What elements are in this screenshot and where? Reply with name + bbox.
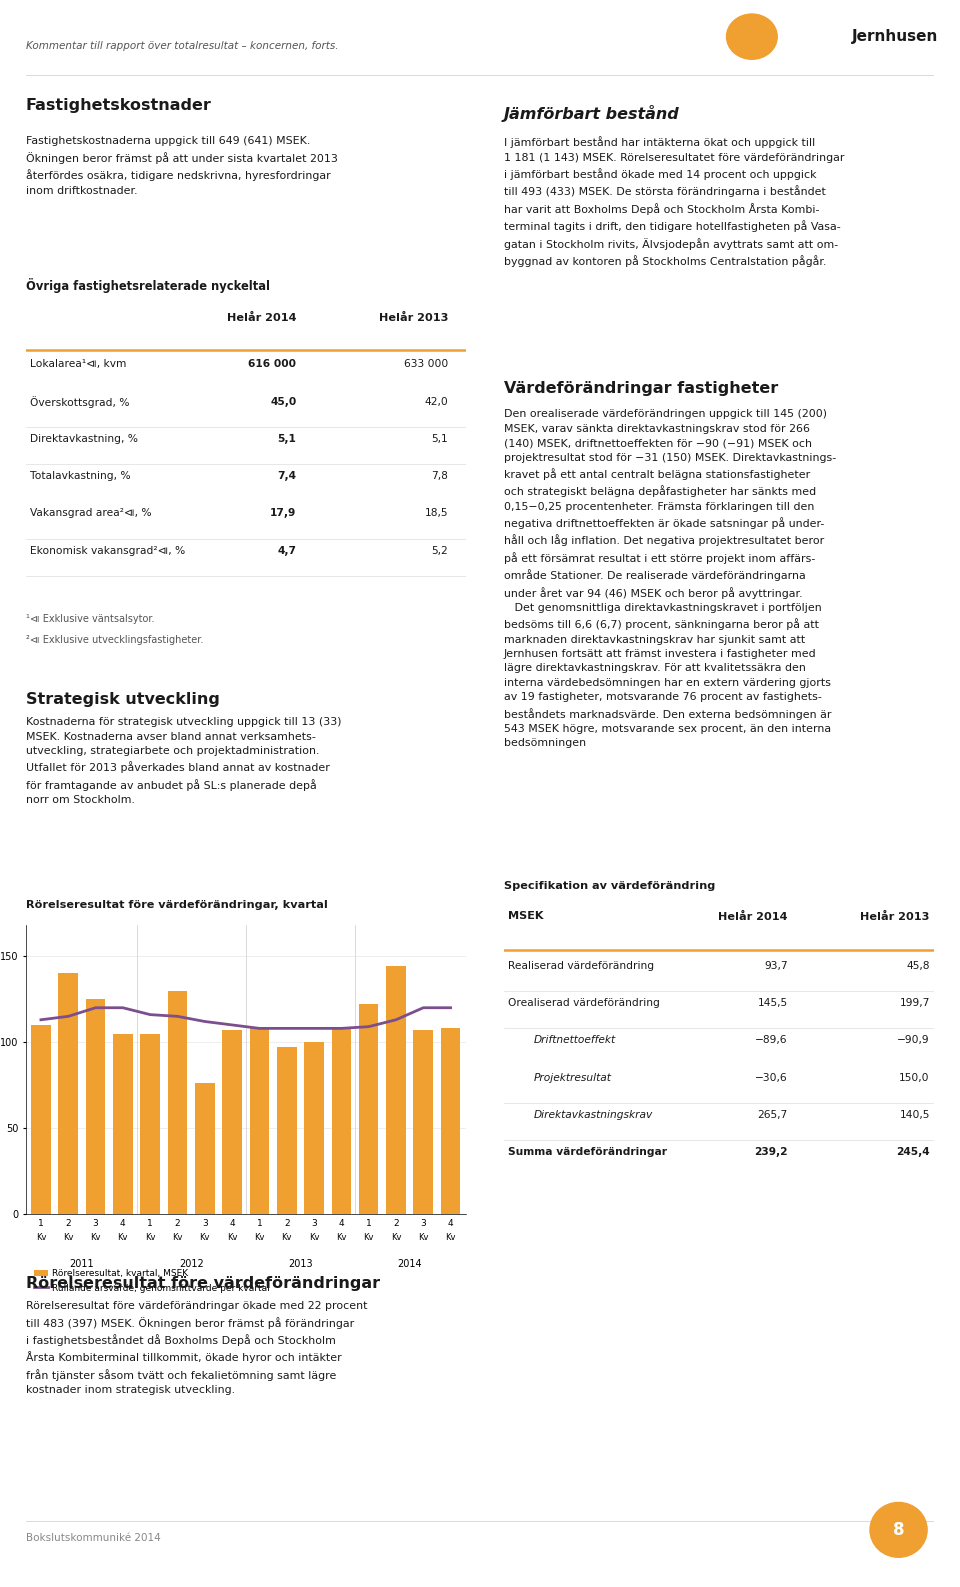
- Text: 7,8: 7,8: [431, 471, 448, 481]
- Text: Övriga fastighetsrelaterade nyckeltal: Övriga fastighetsrelaterade nyckeltal: [26, 278, 270, 292]
- Text: 45,8: 45,8: [906, 960, 930, 971]
- Text: Vakansgrad area²⧏, %: Vakansgrad area²⧏, %: [31, 508, 152, 519]
- Text: Direktavkastningskrav: Direktavkastningskrav: [534, 1109, 654, 1120]
- Text: 8: 8: [893, 1520, 904, 1539]
- Text: Jernhusen: Jernhusen: [852, 29, 939, 44]
- Bar: [441, 1028, 461, 1214]
- Text: Bokslutskommuniké 2014: Bokslutskommuniké 2014: [26, 1533, 160, 1543]
- Text: 140,5: 140,5: [900, 1109, 930, 1120]
- Text: −89,6: −89,6: [756, 1035, 788, 1046]
- Text: Helår 2014: Helår 2014: [227, 313, 297, 324]
- Bar: [31, 1025, 51, 1214]
- Bar: [223, 1030, 242, 1214]
- Text: Specifikation av värdeförändring: Specifikation av värdeförändring: [504, 881, 715, 890]
- Bar: [386, 966, 406, 1214]
- Legend: Rörelseresultat, kvartal, MSEK, Rullande årsvärde, genomsnittvärde per kvartal: Rörelseresultat, kvartal, MSEK, Rullande…: [31, 1265, 274, 1297]
- Text: 18,5: 18,5: [424, 508, 448, 519]
- Text: Rörelseresultat före värdeförändringar, kvartal: Rörelseresultat före värdeförändringar, …: [26, 900, 327, 909]
- Text: 5,2: 5,2: [431, 546, 448, 555]
- Bar: [276, 1047, 297, 1214]
- Text: ²⧏ Exklusive utvecklingsfastigheter.: ²⧏ Exklusive utvecklingsfastigheter.: [26, 635, 204, 646]
- Text: Värdeförändringar fastigheter: Värdeförändringar fastigheter: [504, 381, 779, 395]
- Text: Helår 2013: Helår 2013: [860, 911, 930, 922]
- Text: Summa värdeförändringar: Summa värdeförändringar: [508, 1147, 667, 1157]
- Text: Lokalarea¹⧏, kvm: Lokalarea¹⧏, kvm: [31, 359, 127, 370]
- Text: Kv: Kv: [336, 1233, 347, 1243]
- Text: Kv: Kv: [145, 1233, 156, 1243]
- Text: 7,4: 7,4: [277, 471, 297, 481]
- Text: 239,2: 239,2: [755, 1147, 788, 1157]
- Text: Totalavkastning, %: Totalavkastning, %: [31, 471, 131, 481]
- Text: Fastighetskostnader: Fastighetskostnader: [26, 98, 212, 113]
- Bar: [59, 973, 78, 1214]
- Text: 2011: 2011: [69, 1258, 94, 1268]
- Text: 2013: 2013: [288, 1258, 313, 1268]
- Text: Kv: Kv: [364, 1233, 373, 1243]
- Text: MSEK: MSEK: [508, 911, 543, 922]
- Text: Direktavkastning, %: Direktavkastning, %: [31, 433, 138, 444]
- Text: 2014: 2014: [397, 1258, 422, 1268]
- Text: −90,9: −90,9: [898, 1035, 930, 1046]
- Text: −30,6: −30,6: [756, 1073, 788, 1082]
- Text: Ekonomisk vakansgrad²⧏, %: Ekonomisk vakansgrad²⧏, %: [31, 546, 185, 555]
- Text: 5,1: 5,1: [431, 433, 448, 444]
- Bar: [331, 1027, 351, 1214]
- Text: Orealiserad värdeförändring: Orealiserad värdeförändring: [508, 998, 660, 1008]
- Text: 616 000: 616 000: [249, 359, 297, 370]
- Text: Kv: Kv: [63, 1233, 74, 1243]
- Bar: [304, 1043, 324, 1214]
- Text: 265,7: 265,7: [757, 1109, 788, 1120]
- Text: Jämförbart bestånd: Jämförbart bestånd: [504, 105, 680, 122]
- Circle shape: [870, 1503, 927, 1557]
- Text: Rörelseresultat före värdeförändringar: Rörelseresultat före värdeförändringar: [26, 1276, 380, 1290]
- Text: Kv: Kv: [36, 1233, 46, 1243]
- Text: 45,0: 45,0: [270, 397, 297, 406]
- Text: Överskottsgrad, %: Överskottsgrad, %: [31, 395, 130, 408]
- Bar: [414, 1030, 433, 1214]
- Text: Projektresultat: Projektresultat: [534, 1073, 612, 1082]
- Text: Helår 2014: Helår 2014: [718, 911, 788, 922]
- Text: Realiserad värdeförändring: Realiserad värdeförändring: [508, 960, 655, 971]
- Text: Kv: Kv: [418, 1233, 428, 1243]
- Text: Kv: Kv: [172, 1233, 182, 1243]
- Text: 150,0: 150,0: [900, 1073, 930, 1082]
- Text: Kv: Kv: [227, 1233, 237, 1243]
- Text: 93,7: 93,7: [764, 960, 788, 971]
- Text: 199,7: 199,7: [900, 998, 930, 1008]
- Text: Fastighetskostnaderna uppgick till 649 (641) MSEK.
Ökningen beror främst på att : Fastighetskostnaderna uppgick till 649 (…: [26, 136, 338, 195]
- Text: 245,4: 245,4: [896, 1147, 930, 1157]
- Bar: [250, 1027, 269, 1214]
- Text: Den orealiserade värdeförändringen uppgick till 145 (200)
MSEK, varav sänkta dir: Den orealiserade värdeförändringen uppgi…: [504, 409, 836, 749]
- Text: 2012: 2012: [179, 1258, 204, 1268]
- Text: Kv: Kv: [254, 1233, 265, 1243]
- Text: 145,5: 145,5: [757, 998, 788, 1008]
- Text: Helår 2013: Helår 2013: [378, 313, 448, 324]
- Ellipse shape: [727, 14, 778, 59]
- Text: Kv: Kv: [281, 1233, 292, 1243]
- Bar: [113, 1033, 132, 1214]
- Bar: [359, 1005, 378, 1214]
- Text: Rörelseresultat före värdeförändringar ökade med 22 procent
till 483 (397) MSEK.: Rörelseresultat före värdeförändringar ö…: [26, 1301, 368, 1395]
- Text: Kv: Kv: [309, 1233, 320, 1243]
- Text: Driftnettoeffekt: Driftnettoeffekt: [534, 1035, 616, 1046]
- Text: I jämförbart bestånd har intäkterna ökat och uppgick till
1 181 (1 143) MSEK. Rö: I jämförbart bestånd har intäkterna ökat…: [504, 136, 845, 267]
- Text: ¹⧏ Exklusive väntsalsytor.: ¹⧏ Exklusive väntsalsytor.: [26, 614, 155, 624]
- Text: 633 000: 633 000: [404, 359, 448, 370]
- Bar: [85, 1000, 106, 1214]
- Bar: [168, 990, 187, 1214]
- Text: Kv: Kv: [90, 1233, 101, 1243]
- Text: Kv: Kv: [200, 1233, 210, 1243]
- Text: Kv: Kv: [445, 1233, 456, 1243]
- Text: Kv: Kv: [118, 1233, 128, 1243]
- Text: 17,9: 17,9: [270, 508, 297, 519]
- Text: Kostnaderna för strategisk utveckling uppgick till 13 (33)
MSEK. Kostnaderna avs: Kostnaderna för strategisk utveckling up…: [26, 717, 342, 805]
- Text: 4,7: 4,7: [277, 546, 297, 555]
- Text: Kv: Kv: [391, 1233, 401, 1243]
- Text: 5,1: 5,1: [277, 433, 297, 444]
- Text: Kommentar till rapport över totalresultat – koncernen, forts.: Kommentar till rapport över totalresulta…: [26, 41, 339, 51]
- Bar: [140, 1033, 160, 1214]
- Text: 42,0: 42,0: [424, 397, 448, 406]
- Bar: [195, 1084, 215, 1214]
- Text: Strategisk utveckling: Strategisk utveckling: [26, 692, 220, 706]
